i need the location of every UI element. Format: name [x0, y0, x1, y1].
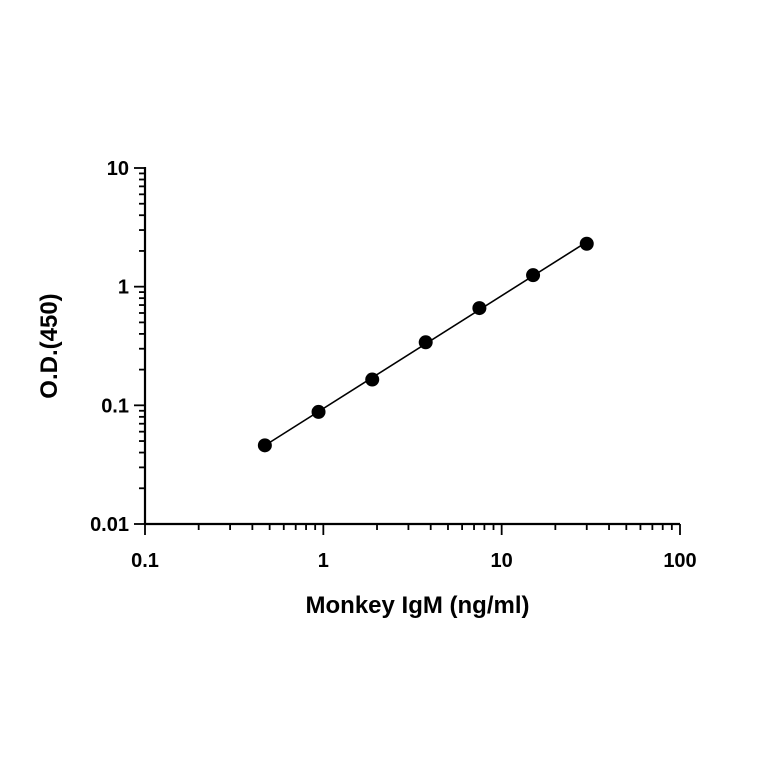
y-tick-label: 0.1 — [101, 395, 129, 417]
data-point — [526, 268, 541, 283]
y-tick-label: 1 — [118, 277, 129, 299]
x-axis-title: Monkey IgM (ng/ml) — [306, 592, 530, 619]
data-point — [579, 236, 594, 251]
data-points — [257, 236, 594, 453]
data-point — [365, 372, 380, 387]
y-axis-title: O.D.(450) — [36, 293, 63, 398]
data-point — [311, 404, 326, 419]
data-point — [418, 335, 433, 350]
x-tick-label: 10 — [491, 550, 513, 572]
x-tick-label: 1 — [318, 550, 329, 572]
axes — [143, 167, 680, 526]
x-tick-label: 100 — [663, 550, 696, 572]
ticks — [134, 167, 681, 535]
data-point — [472, 301, 487, 316]
y-tick-label: 0.01 — [90, 514, 129, 536]
y-tick-label: 10 — [107, 158, 129, 180]
x-tick-label: 0.1 — [131, 550, 159, 572]
data-point — [257, 438, 272, 453]
